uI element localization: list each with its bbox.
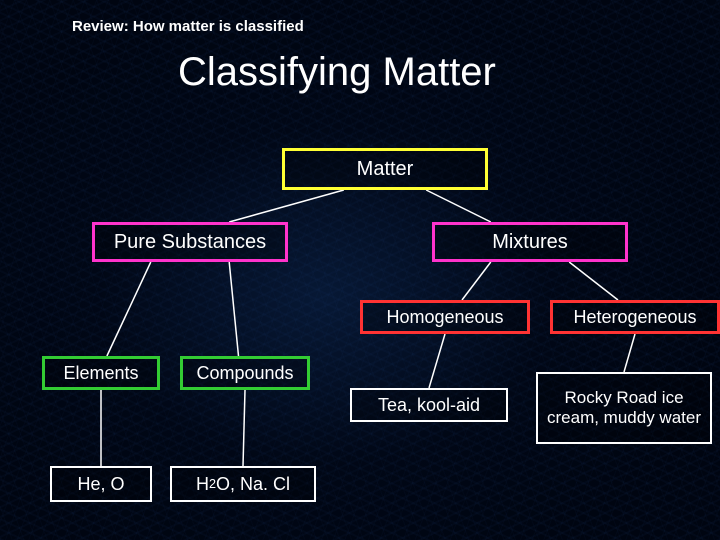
node-tea: Tea, kool-aid: [350, 388, 508, 422]
page-title: Classifying Matter: [178, 50, 496, 95]
node-homogeneous: Homogeneous: [360, 300, 530, 334]
node-mixtures: Mixtures: [432, 222, 628, 262]
node-matter: Matter: [282, 148, 488, 190]
node-elements: Elements: [42, 356, 160, 390]
node-rocky: Rocky Road ice cream, muddy water: [536, 372, 712, 444]
review-subtitle: Review: How matter is classified: [72, 18, 304, 35]
node-heo: He, O: [50, 466, 152, 502]
node-h2o: H2O, Na. Cl: [170, 466, 316, 502]
node-heterogeneous: Heterogeneous: [550, 300, 720, 334]
node-pure: Pure Substances: [92, 222, 288, 262]
node-compounds: Compounds: [180, 356, 310, 390]
